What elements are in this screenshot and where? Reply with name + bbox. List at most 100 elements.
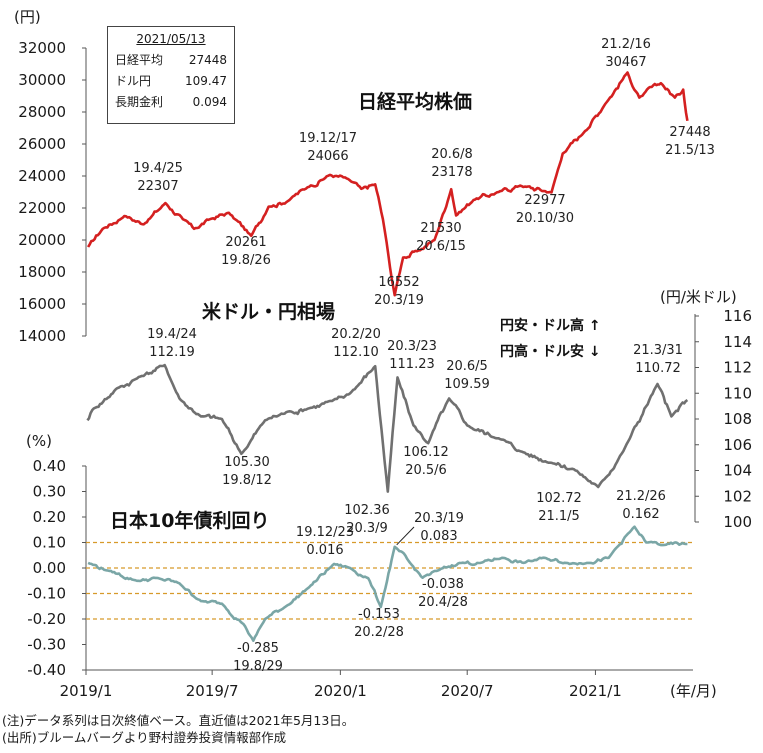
annotation-line1: 22977 xyxy=(524,193,565,208)
annotation-line2: 109.59 xyxy=(444,377,490,392)
x-tick-label: 2020/1 xyxy=(314,682,367,700)
annotation-line1: 105.30 xyxy=(224,455,270,470)
annotation-line2: 20.3/9 xyxy=(346,521,388,536)
info-row-nikkei: 日経平均 27448 xyxy=(115,50,227,71)
y-tick-label: 0.30 xyxy=(33,483,66,501)
annotation-line2: 110.72 xyxy=(635,361,681,376)
info-value: 0.094 xyxy=(192,95,227,109)
info-label: ドル円 xyxy=(115,74,152,88)
usdjpy-y-ticks: 116 114 112 110 108 106 104 102 100 xyxy=(695,307,752,531)
y-tick-label: 20000 xyxy=(18,231,66,249)
x-tick-label: 2021/1 xyxy=(569,682,622,700)
y-tick-label: 14000 xyxy=(18,327,66,345)
latest-date: 2021/05/13 xyxy=(136,32,206,46)
y-tick-label: -0.40 xyxy=(27,661,66,679)
usdjpy-unit: (円/米ドル) xyxy=(660,288,737,306)
x-ticks: 2019/1 2019/7 2020/1 2020/7 2021/1 xyxy=(60,670,622,700)
annotation-line1: 19.12/17 xyxy=(299,131,357,146)
y-tick-label: 112 xyxy=(723,359,752,377)
y-tick-label: 104 xyxy=(723,462,752,480)
series-layer xyxy=(86,71,689,642)
y-tick-label: 18000 xyxy=(18,263,66,281)
annotation-line2: 20.6/15 xyxy=(416,239,466,254)
annotation-line1: 20.3/23 xyxy=(387,339,437,354)
annotation-line2: 112.19 xyxy=(149,345,195,360)
annotation-line2: 111.23 xyxy=(389,357,435,372)
y-tick-label: 0.20 xyxy=(33,508,66,526)
nikkei-unit: (円) xyxy=(14,8,41,26)
info-label: 日経平均 xyxy=(115,53,164,67)
annotation-line2: 30467 xyxy=(605,55,646,70)
y-tick-label: 16000 xyxy=(18,295,66,313)
y-tick-label: 30000 xyxy=(18,71,66,89)
y-tick-label: 108 xyxy=(723,410,752,428)
y-tick-label: 116 xyxy=(723,307,752,325)
annotation-line1: 19.12/23 xyxy=(296,525,354,540)
y-tick-label: 0.00 xyxy=(33,559,66,577)
annotation-line2: 19.8/29 xyxy=(233,659,283,674)
y-tick-label: 24000 xyxy=(18,167,66,185)
annotation-leader xyxy=(396,526,415,546)
annotation-line1: 20261 xyxy=(225,235,266,250)
y-tick-label: 22000 xyxy=(18,199,66,217)
annotation-line2: 20.4/28 xyxy=(418,595,468,610)
annotation-line2: 19.8/12 xyxy=(222,473,272,488)
annotation-line1: 16552 xyxy=(378,275,419,290)
yield-title: 日本10年債利回り xyxy=(110,509,269,532)
y-tick-label: 110 xyxy=(723,384,752,402)
x-tick-label: 2019/1 xyxy=(60,682,113,700)
yield-line xyxy=(87,525,688,642)
nikkei-line xyxy=(86,71,689,297)
y-tick-label: 0.40 xyxy=(33,457,66,475)
x-tick-label: 2019/7 xyxy=(186,682,239,700)
annotation-line1: -0.285 xyxy=(237,641,279,656)
annotation-line1: 19.4/24 xyxy=(147,327,197,342)
nikkei-title: 日経平均株価 xyxy=(358,90,472,113)
usdjpy-title: 米ドル・円相場 xyxy=(202,300,335,323)
annotation-line1: 20.6/8 xyxy=(431,147,473,162)
info-row-yield: 長期金利 0.094 xyxy=(115,92,227,113)
annotation-line2: 23178 xyxy=(431,165,472,180)
x-axis-unit: (年/月) xyxy=(670,682,717,700)
footnotes: (注)データ系列は日次終値ベース。直近値は2021年5月13日。 (出所)ブルー… xyxy=(2,712,354,746)
y-tick-label: 28000 xyxy=(18,103,66,121)
info-value: 109.47 xyxy=(185,74,227,88)
annotation-line2: 0.083 xyxy=(420,529,457,544)
annotation-line2: 22307 xyxy=(137,179,178,194)
annotations-layer: 19.4/25 22307 20261 19.8/26 19.12/17 24066 165… xyxy=(133,37,715,674)
y-tick-label: 32000 xyxy=(18,39,66,57)
annotation-line2: 20.5/6 xyxy=(405,463,447,478)
y-tick-label: 0.10 xyxy=(33,534,66,552)
annotation-line1: 21.3/31 xyxy=(633,343,683,358)
y-tick-label: -0.10 xyxy=(27,585,66,603)
y-tick-label: 26000 xyxy=(18,135,66,153)
annotation-line2: 20.10/30 xyxy=(516,211,574,226)
nikkei-y-ticks: 32000 30000 28000 26000 24000 22000 20000 18000… xyxy=(18,39,86,345)
latest-values-box: 2021/05/13 日経平均 27448 ドル円 109.47 長期金利 0.… xyxy=(107,26,235,124)
usdjpy-legend-up: 円安・ドル高 ↑ xyxy=(500,317,601,334)
annotation-line1: -0.153 xyxy=(358,607,400,622)
yield-y-ticks: 0.40 0.30 0.20 0.10 0.00 -0.10 -0.20 -0.30 -0.40 xyxy=(27,457,86,679)
yield-unit: (%) xyxy=(26,432,52,450)
y-tick-label: -0.30 xyxy=(27,636,66,654)
annotation-line2: 20.2/28 xyxy=(354,625,404,640)
annotation-line2: 19.8/26 xyxy=(221,253,271,268)
annotation-line1: 20.2/20 xyxy=(331,327,381,342)
y-tick-label: -0.20 xyxy=(27,610,66,628)
usdjpy-legend-down: 円高・ドル安 ↓ xyxy=(500,343,601,360)
info-row-usdjpy: ドル円 109.47 xyxy=(115,71,227,92)
y-tick-label: 106 xyxy=(723,436,752,454)
annotation-line2: 20.3/19 xyxy=(374,293,424,308)
annotation-line1: 20.3/19 xyxy=(414,511,464,526)
annotation-line1: 21.2/26 xyxy=(616,489,666,504)
y-tick-label: 102 xyxy=(723,487,752,505)
info-value: 27448 xyxy=(188,53,227,67)
y-tick-label: 114 xyxy=(723,333,752,351)
annotation-line1: 106.12 xyxy=(403,445,449,460)
annotation-line1: 21.2/16 xyxy=(601,37,651,52)
x-tick-label: 2020/7 xyxy=(441,682,494,700)
annotation-line1: -0.038 xyxy=(422,577,464,592)
info-label: 長期金利 xyxy=(115,95,164,109)
annotation-line2: 0.162 xyxy=(622,507,659,522)
annotation-line1: 102.36 xyxy=(344,503,390,518)
